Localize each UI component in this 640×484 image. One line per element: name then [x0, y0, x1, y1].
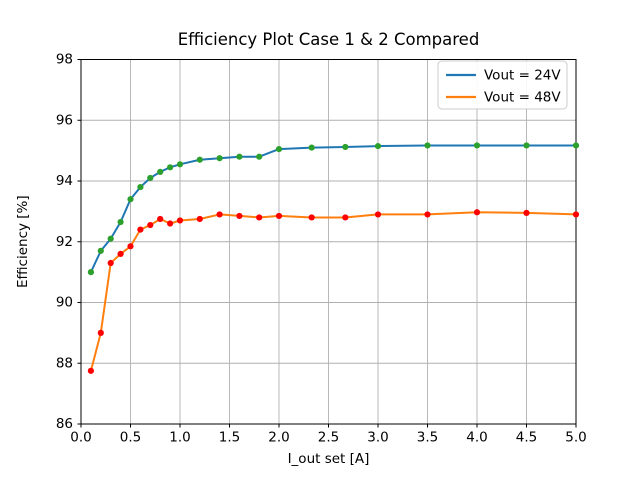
x-tick-label: 3.0 [367, 430, 388, 446]
data-point-marker-series-0 [176, 161, 184, 168]
data-point-marker-series-0 [167, 164, 174, 171]
data-point-marker-series-0 [147, 174, 154, 182]
y-tick-label: 98 [56, 52, 73, 68]
data-point-marker-series-1 [157, 215, 164, 223]
series-line-1 [89, 211, 577, 372]
data-point-marker-series-1 [572, 211, 580, 218]
y-tick-label: 86 [56, 416, 73, 432]
data-point-marker-series-1 [107, 259, 114, 267]
data-point-marker-series-1 [137, 226, 144, 233]
x-tick-label: 2.5 [318, 430, 339, 446]
y-tick-label: 90 [56, 295, 73, 311]
data-point-marker-series-1 [308, 214, 315, 221]
x-tick-label: 4.5 [516, 430, 537, 446]
data-point-marker-series-0 [572, 142, 580, 149]
data-point-marker-series-0 [97, 247, 104, 254]
data-point-marker-series-1 [196, 215, 203, 223]
data-point-marker-series-1 [342, 214, 349, 221]
data-point-marker-series-0 [275, 146, 283, 153]
data-point-marker-series-1 [424, 211, 431, 218]
data-point-marker-series-0 [216, 155, 223, 162]
data-point-marker-series-1 [216, 211, 223, 218]
plot-area: 0.0 0.5 1.0 1.5 2.0 2.5 3.0 3.5 4.0 4.5 5.0 86 88 90 9… [56, 52, 587, 446]
x-tick-label: 3.5 [417, 430, 438, 446]
data-point-marker-series-1 [127, 243, 134, 250]
y-axis-label: Efficiency [%] [15, 195, 31, 288]
x-tick-label: 0.5 [120, 430, 141, 446]
data-point-marker-series-0 [236, 153, 243, 160]
data-point-marker-series-1 [176, 217, 184, 224]
x-tick-label: 1.5 [219, 430, 240, 446]
data-point-marker-series-1 [167, 220, 174, 227]
data-point-marker-series-1 [523, 209, 530, 216]
x-tick-label: 1.0 [169, 430, 190, 446]
data-point-marker-series-0 [473, 142, 481, 149]
data-point-marker-series-0 [424, 142, 431, 149]
y-tick-label: 88 [56, 355, 73, 371]
data-point-marker-series-0 [196, 156, 203, 163]
data-point-marker-series-0 [117, 218, 124, 226]
legend-label-vout-24v: Vout = 24V [484, 68, 561, 84]
y-tick-label: 96 [56, 112, 73, 128]
data-point-marker-series-0 [87, 269, 94, 276]
data-point-marker-series-1 [473, 209, 481, 216]
series-line-0 [89, 144, 577, 274]
y-tick-label: 92 [56, 234, 73, 250]
legend-label-vout-48v: Vout = 48V [484, 90, 561, 106]
chart-title: Efficiency Plot Case 1 & 2 Compared [178, 30, 480, 49]
data-point-marker-series-0 [157, 168, 164, 175]
x-axis-label: I_out set [A] [288, 451, 370, 467]
data-point-marker-series-1 [147, 221, 154, 229]
y-tick-label: 94 [56, 173, 73, 189]
data-point-marker-series-1 [117, 250, 124, 257]
x-tick-label: 2.0 [268, 430, 289, 446]
data-point-marker-series-0 [127, 196, 134, 203]
data-point-marker-series-1 [236, 212, 243, 220]
legend: Vout = 24V Vout = 48V [437, 60, 568, 110]
data-point-marker-series-1 [87, 367, 94, 374]
x-tick-label: 5.0 [565, 430, 586, 446]
data-point-marker-series-0 [107, 235, 114, 242]
data-point-marker-series-0 [137, 183, 144, 191]
data-point-marker-series-0 [523, 142, 530, 149]
data-point-marker-series-1 [275, 212, 283, 220]
data-point-marker-series-0 [308, 144, 315, 151]
x-tick-label: 4.0 [466, 430, 487, 446]
x-tick-label: 0.0 [70, 430, 91, 446]
data-point-marker-series-0 [256, 153, 263, 160]
data-point-marker-series-0 [342, 143, 349, 151]
data-point-marker-series-1 [97, 329, 104, 336]
data-point-marker-series-1 [256, 214, 263, 221]
data-point-marker-series-1 [374, 211, 382, 218]
data-point-marker-series-0 [374, 142, 382, 150]
